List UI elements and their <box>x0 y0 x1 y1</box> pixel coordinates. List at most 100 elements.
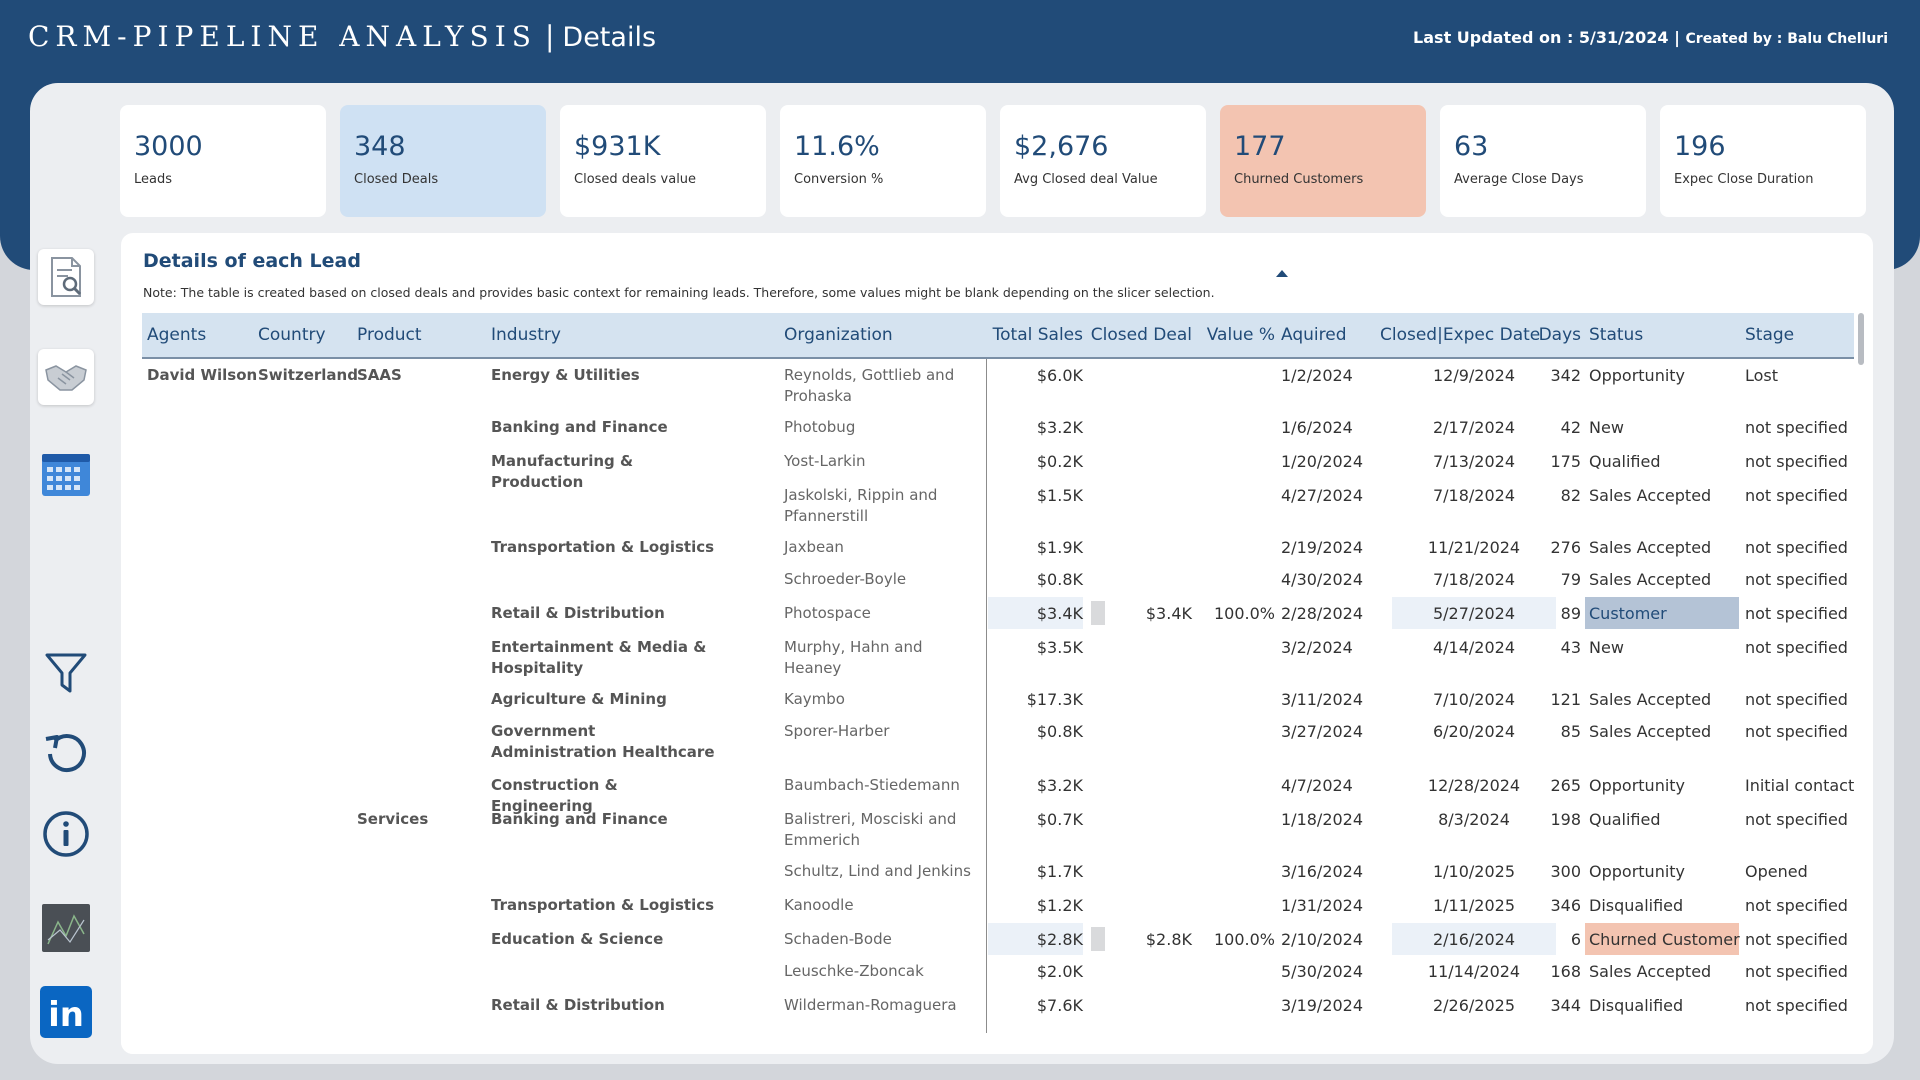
report-page-button[interactable] <box>38 249 94 305</box>
cell-status: Opportunity <box>1589 776 1686 795</box>
cell-stage: not specified <box>1745 538 1848 557</box>
cell-aquired: 3/16/2024 <box>1281 862 1364 881</box>
cell-status: Disqualified <box>1589 996 1684 1015</box>
col-closed-expec-date[interactable]: Closed|Expec Date <box>1380 325 1541 345</box>
kpi-label: Closed deals value <box>574 172 697 187</box>
cell-aquired: 3/11/2024 <box>1281 690 1364 709</box>
created-by: Created by : Balu Chelluri <box>1685 31 1888 47</box>
kpi-value: 348 <box>354 131 406 162</box>
cell-aquired: 3/2/2024 <box>1281 638 1353 657</box>
cell-days: 175 <box>1550 452 1581 471</box>
kpi-value: 11.6% <box>794 131 880 162</box>
kpi-value: 177 <box>1234 131 1286 162</box>
cell-aquired: 4/7/2024 <box>1281 776 1353 795</box>
cell-industry: Banking and Finance <box>491 418 668 436</box>
cell-org: Leuschke-Zboncak <box>784 962 924 980</box>
cell-org: Sporer-Harber <box>784 722 890 740</box>
kpi-value: $2,676 <box>1014 131 1109 162</box>
kpi-label: Avg Closed deal Value <box>1014 172 1158 187</box>
cell-total: $7.6K <box>1036 996 1083 1015</box>
cell-aquired: 1/2/2024 <box>1281 366 1353 385</box>
app-title: CRM-PIPELINE ANALYSIS | Details <box>28 20 656 53</box>
cell-date: 7/18/2024 <box>1432 486 1516 505</box>
status-highlight <box>1585 597 1739 629</box>
cell-total: $3.4K <box>1036 604 1083 623</box>
kpi-label: Leads <box>134 172 173 187</box>
col-closed-deal[interactable]: Closed Deal <box>1090 325 1192 345</box>
kpi-churned-customers[interactable]: 177 Churned Customers <box>1220 105 1426 217</box>
cell-days: 79 <box>1560 570 1581 589</box>
cell-org: Photobug <box>784 418 856 436</box>
info-button[interactable] <box>38 806 94 862</box>
kpi-avg-closed-deal[interactable]: $2,676 Avg Closed deal Value <box>1000 105 1206 217</box>
trend-page-button[interactable] <box>38 900 94 956</box>
col-product[interactable]: Product <box>357 325 422 345</box>
cell-status: New <box>1589 418 1624 437</box>
kpi-leads[interactable]: 3000 Leads <box>120 105 326 217</box>
column-divider <box>986 359 987 1035</box>
filter-button[interactable] <box>38 646 94 702</box>
cell-date: 5/27/2024 <box>1432 604 1516 623</box>
cell-total: $1.2K <box>1036 896 1083 915</box>
col-agents[interactable]: Agents <box>147 325 207 345</box>
cell-industry: Retail & Distribution <box>491 996 665 1014</box>
cell-aquired: 4/30/2024 <box>1281 570 1364 589</box>
cell-stage: Lost <box>1745 366 1779 385</box>
cell-date: 2/16/2024 <box>1432 930 1516 949</box>
cell-total: $1.9K <box>1036 538 1083 557</box>
kpi-closed-deals[interactable]: 348 Closed Deals <box>340 105 546 217</box>
linkedin-button[interactable]: in <box>38 984 94 1040</box>
col-organization[interactable]: Organization <box>784 325 893 345</box>
cell-status: Sales Accepted <box>1589 690 1712 709</box>
kpi-expec-close-duration[interactable]: 196 Expec Close Duration <box>1660 105 1866 217</box>
cell-org: Yost-Larkin <box>784 452 866 470</box>
cell-status: Churned Customer <box>1589 930 1740 949</box>
reset-button[interactable] <box>38 726 94 782</box>
cell-stage: not specified <box>1745 896 1848 915</box>
cell-industry: Energy & Utilities <box>491 366 640 384</box>
cell-aquired: 1/31/2024 <box>1281 896 1364 915</box>
col-country[interactable]: Country <box>258 325 326 345</box>
col-status[interactable]: Status <box>1589 325 1644 345</box>
calendar-page-button[interactable] <box>38 446 94 502</box>
table-scrollbar[interactable] <box>1858 313 1864 365</box>
cell-status: Qualified <box>1589 810 1661 829</box>
kpi-average-close-days[interactable]: 63 Average Close Days <box>1440 105 1646 217</box>
cell-industry: Entertainment & Media & Hospitality <box>491 638 707 677</box>
cell-aquired: 2/19/2024 <box>1281 538 1364 557</box>
cell-days: 43 <box>1560 638 1581 657</box>
kpi-closed-deals-value[interactable]: $931K Closed deals value <box>560 105 766 217</box>
cell-aquired: 1/20/2024 <box>1281 452 1364 471</box>
filter-icon <box>45 653 87 693</box>
cell-stage: not specified <box>1745 604 1848 623</box>
kpi-label: Closed Deals <box>354 172 439 187</box>
cell-closed: $2.8K <box>1145 930 1192 949</box>
calendar-icon <box>42 454 90 496</box>
closed-deal-bar <box>1091 927 1105 951</box>
col-aquired[interactable]: Aquired <box>1281 325 1347 345</box>
col-value-pct[interactable]: Value % <box>1206 325 1275 345</box>
cell-stage: Opened <box>1745 862 1808 881</box>
cell-status: Disqualified <box>1589 896 1684 915</box>
title-main: CRM-PIPELINE ANALYSIS <box>28 20 537 53</box>
kpi-value: 196 <box>1674 131 1726 162</box>
col-total-sales[interactable]: Total Sales <box>992 325 1083 345</box>
col-industry[interactable]: Industry <box>491 325 561 345</box>
cell-days: 300 <box>1550 862 1581 881</box>
table-header: Agents Country Product Industry Organiza… <box>142 313 1854 359</box>
kpi-conversion[interactable]: 11.6% Conversion % <box>780 105 986 217</box>
cell-pct: 100.0% <box>1213 604 1275 623</box>
title-separator: | <box>544 20 555 53</box>
last-updated: Last Updated on : 5/31/2024 | Created by… <box>1413 28 1888 47</box>
cell-org: Reynolds, Gottlieb and Prohaska <box>784 366 955 405</box>
cell-aquired: 2/28/2024 <box>1281 604 1364 623</box>
sort-ascending-icon <box>1276 270 1288 277</box>
cell-stage: not specified <box>1745 452 1848 471</box>
deals-page-button[interactable] <box>38 349 94 405</box>
col-stage[interactable]: Stage <box>1745 325 1795 345</box>
cell-product: SAAS <box>357 366 402 384</box>
cell-date: 7/10/2024 <box>1432 690 1516 709</box>
col-days[interactable]: Days <box>1538 325 1581 345</box>
cell-stage: not specified <box>1745 962 1848 981</box>
cell-stage: not specified <box>1745 690 1848 709</box>
